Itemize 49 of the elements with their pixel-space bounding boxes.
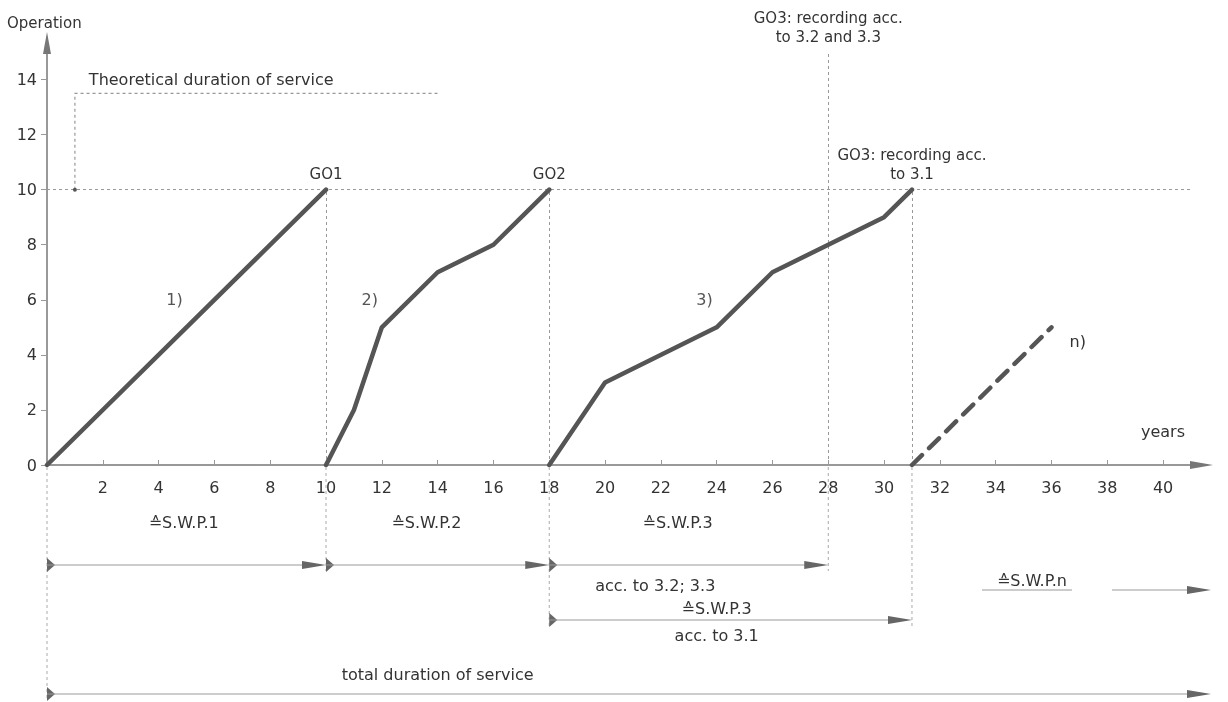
- series-label: n): [1069, 331, 1086, 351]
- ref-line-label: GO1: [309, 165, 343, 184]
- x-tick-label: 26: [762, 477, 783, 497]
- y-tick-label: 6: [26, 290, 37, 310]
- x-tick-label: 36: [1041, 477, 1062, 497]
- x-tick-label: 16: [483, 477, 504, 497]
- text: ≙S.W.P.1: [148, 512, 219, 532]
- x-tick-label: 22: [650, 477, 672, 497]
- x-tick-label: 28: [818, 477, 839, 497]
- x-tick-label: 40: [1152, 477, 1174, 497]
- ref-line-label: GO3: recording acc. to 3.2 and 3.3: [753, 8, 903, 46]
- text: ≙S.W.P.3: [642, 512, 713, 532]
- x-tick-label: 34: [985, 477, 1006, 497]
- x-tick-label: 10: [315, 477, 337, 497]
- y-tick-label: 2: [26, 400, 37, 420]
- line-series: [323, 187, 552, 468]
- x-tick-label: 12: [371, 477, 393, 497]
- y-tick-label: 4: [26, 345, 37, 365]
- series-label: 2): [361, 290, 378, 310]
- x-tick-label: 8: [265, 477, 276, 497]
- text: ≙S.W.P.n: [996, 570, 1068, 590]
- x-tick-label: 24: [706, 477, 727, 497]
- series-label: 3): [696, 290, 713, 310]
- line-series: [546, 187, 915, 468]
- y-tick-label: 8: [26, 235, 37, 255]
- ref-line-label: GO2: [532, 165, 566, 184]
- series-label: 1): [166, 290, 183, 310]
- y-tick-label: 12: [16, 125, 37, 145]
- x-tick-label: 38: [1097, 477, 1118, 497]
- x-tick-label: 32: [929, 477, 951, 497]
- text: total duration of service: [341, 664, 534, 684]
- x-tick-label: 6: [209, 477, 220, 497]
- text: acc. to 3.2; 3.3: [595, 575, 716, 595]
- y-tick-label: 14: [16, 70, 37, 90]
- y-tick-label: 10: [16, 180, 37, 200]
- text: ≙S.W.P.2: [391, 512, 462, 532]
- annotation: Theoretical duration of service: [87, 70, 334, 90]
- x-tick-label: 2: [97, 477, 108, 497]
- x-tick-label: 20: [594, 477, 616, 497]
- x-tick-label: 18: [539, 477, 560, 497]
- ref-line-label: GO3: recording acc. to 3.1: [837, 146, 987, 184]
- x-tick-label: 14: [427, 477, 448, 497]
- text: ≙S.W.P.3: [681, 598, 752, 618]
- text: acc. to 3.1: [674, 625, 759, 645]
- y-tick-label: 0: [26, 455, 37, 475]
- x-tick-label: 4: [153, 477, 164, 497]
- x-tick-label: 30: [873, 477, 895, 497]
- y-axis-title: Operation: [7, 13, 82, 32]
- x-axis-title: years: [1141, 421, 1186, 441]
